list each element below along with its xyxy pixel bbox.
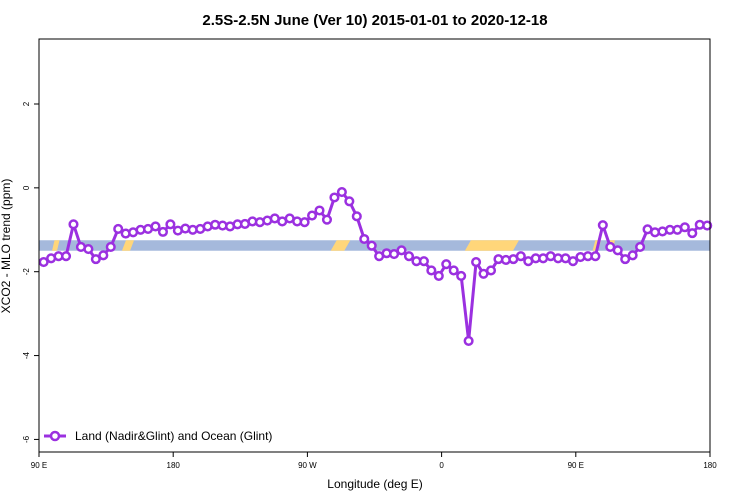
data-point	[635, 241, 646, 253]
data-point	[165, 219, 176, 230]
data-point	[321, 214, 333, 225]
data-point	[567, 256, 579, 267]
data-point	[403, 251, 415, 262]
data-point	[113, 223, 124, 234]
data-point	[418, 256, 429, 267]
data-point	[441, 259, 452, 270]
data-point	[98, 250, 109, 261]
data-point	[105, 241, 116, 253]
data-point	[433, 270, 444, 281]
data-point	[90, 254, 101, 265]
x-axis-label: Longitude (deg E)	[327, 477, 422, 491]
data-point	[396, 245, 407, 256]
data-point	[314, 205, 325, 216]
y-tick-label: -6	[22, 435, 31, 443]
data-point	[471, 257, 482, 268]
data-point	[307, 210, 318, 221]
data-point	[612, 245, 623, 256]
land-band-segment	[52, 240, 60, 251]
data-point	[60, 251, 72, 262]
x-tick-label: 90 E	[31, 461, 47, 470]
data-point	[426, 265, 437, 276]
data-point	[620, 254, 631, 265]
y-tick-label: -2	[22, 268, 31, 276]
land-band-segment	[121, 240, 135, 251]
legend: Land (Nadir&Glint) and Ocean (Glint)	[44, 429, 272, 443]
data-point	[157, 226, 168, 237]
x-tick-label: 90 E	[568, 461, 584, 470]
data-point	[351, 211, 362, 222]
x-tick-label: 180	[703, 461, 717, 470]
y-tick-label: -4	[22, 351, 31, 359]
data-point	[448, 265, 459, 276]
data-point	[329, 192, 340, 203]
land-band-segment	[464, 240, 519, 251]
y-axis-ticks: 2 0 -2 -4 -6	[22, 101, 39, 443]
series-lines	[42, 190, 708, 343]
x-tick-label: 180	[167, 461, 181, 470]
data-point	[702, 220, 713, 231]
data-point	[359, 233, 370, 245]
data-point	[679, 222, 690, 233]
land-band-segment	[330, 240, 351, 251]
data-point	[83, 244, 94, 255]
data-point	[687, 228, 698, 239]
data-point	[456, 270, 467, 281]
data-point	[38, 257, 49, 268]
x-tick-label: 0	[439, 461, 444, 470]
series-points	[38, 186, 713, 346]
legend-entry-text: Land (Nadir&Glint) and Ocean (Glint)	[75, 429, 272, 443]
data-point	[150, 221, 161, 232]
data-point	[590, 251, 601, 262]
chart-title: 2.5S-2.5N June (Ver 10) 2015-01-01 to 20…	[202, 12, 547, 29]
data-point	[627, 250, 638, 261]
data-point	[597, 220, 608, 231]
series-line	[42, 190, 708, 343]
data-point	[336, 186, 347, 198]
data-point	[68, 219, 79, 230]
y-tick-label: 2	[22, 101, 31, 106]
x-tick-label: 90 W	[298, 461, 317, 470]
legend-point-marker	[49, 430, 61, 442]
y-axis-label: XCO2 - MLO trend (ppm)	[0, 179, 13, 314]
data-point	[366, 240, 377, 251]
plot-frame	[38, 38, 711, 453]
y-tick-label: 0	[22, 185, 31, 190]
x-axis-ticks: 90 E 180 90 W 0 90 E 180	[31, 452, 717, 470]
data-point	[299, 217, 310, 228]
data-point	[485, 265, 497, 276]
data-point	[389, 249, 400, 260]
data-point	[463, 335, 474, 346]
data-point	[515, 251, 526, 262]
data-point	[344, 196, 355, 207]
